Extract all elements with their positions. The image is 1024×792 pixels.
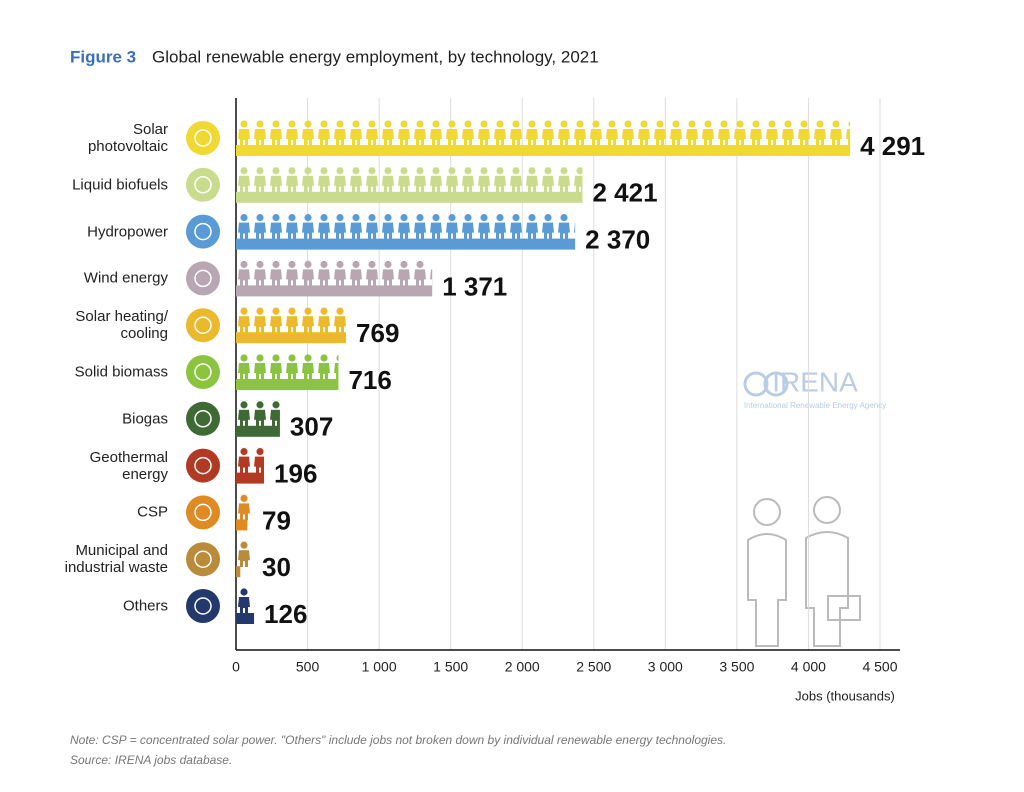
chart-title: Global renewable energy employment, by t… (152, 47, 599, 66)
category-icon (186, 167, 220, 202)
people-icons (236, 354, 339, 380)
category-label: Wind energy (83, 269, 168, 287)
category-label: Solar heating/ cooling (75, 308, 168, 343)
x-tick-label: 0 (232, 659, 240, 675)
category-icon (186, 214, 220, 249)
x-tick-label: 2 000 (505, 659, 540, 675)
value-label: 196 (274, 458, 317, 488)
category-icon-glyph (194, 363, 212, 381)
bar (236, 145, 851, 156)
logo-subtitle: International Renewable Energy Agency (744, 401, 886, 410)
category-icon-glyph (194, 176, 212, 194)
x-tick-label: 4 000 (791, 659, 826, 675)
category-icon-glyph (194, 410, 212, 428)
bar (236, 238, 576, 250)
category-label: Liquid biofuels (72, 176, 168, 194)
category-icon (186, 121, 220, 155)
x-axis-label: Jobs (thousands) (795, 688, 895, 703)
category-icon-glyph (194, 316, 212, 334)
category-icon-glyph (194, 550, 212, 568)
bar (236, 379, 339, 390)
value-label: 2 421 (592, 178, 657, 208)
people-icons (236, 494, 252, 521)
category-label: Biogas (122, 410, 168, 428)
category-icon (186, 448, 220, 483)
x-tick-label: 3 500 (719, 659, 754, 675)
category-icon (186, 308, 220, 343)
x-tick-label: 500 (296, 659, 320, 675)
category-icon (186, 589, 220, 623)
bar (236, 566, 241, 578)
category-label: CSP (137, 503, 168, 521)
category-label: Solar photovoltaic (87, 121, 168, 155)
bar (236, 332, 347, 344)
figure-label: Figure 3 (70, 47, 136, 66)
people-icons (236, 400, 280, 427)
category-icon-glyph (194, 597, 212, 615)
category-label: Geothermal energy (89, 448, 168, 483)
category-icon (186, 401, 220, 436)
value-label: 4 291 (860, 131, 925, 161)
people-icons (236, 307, 347, 334)
category-label: Hydropower (87, 223, 168, 241)
x-tick-label: 1 000 (362, 659, 397, 675)
x-tick-label: 1 500 (433, 659, 468, 675)
category-label: Solid biomass (74, 363, 168, 381)
workers-illustration (747, 496, 861, 647)
bar (236, 425, 280, 437)
bar (236, 285, 433, 297)
x-tick-label: 3 000 (648, 659, 683, 675)
value-label: 769 (356, 318, 399, 348)
source: Source: IRENA jobs database. (70, 753, 232, 767)
people-icons (236, 588, 255, 614)
category-icon-glyph (194, 456, 212, 475)
logo-name: IRENA (772, 366, 858, 397)
people-icons (236, 541, 252, 568)
x-tick-label: 2 500 (576, 659, 611, 675)
category-icon (186, 261, 220, 296)
category-icon-glyph (194, 269, 212, 288)
value-label: 79 (262, 505, 291, 535)
value-label: 307 (290, 412, 333, 442)
bar (236, 472, 265, 484)
bar (236, 191, 583, 203)
people-icons (236, 166, 583, 193)
category-label: Others (122, 597, 168, 615)
value-label: 126 (264, 599, 307, 629)
x-tick-label: 4 500 (862, 659, 897, 675)
logo-icon (743, 371, 769, 397)
category-icon-glyph (194, 222, 212, 241)
logo-icon (763, 371, 789, 397)
category-icon (186, 495, 220, 530)
category-icon (186, 542, 220, 577)
value-label: 30 (262, 552, 291, 582)
value-label: 716 (348, 365, 391, 395)
bar (236, 519, 248, 531)
people-icons (236, 447, 265, 474)
people-icons (236, 260, 433, 287)
value-label: 1 371 (442, 271, 507, 301)
category-icon-glyph (194, 503, 212, 522)
value-label: 2 370 (585, 224, 650, 254)
note: Note: CSP = concentrated solar power. "O… (70, 733, 726, 747)
category-label: Municipal and industrial waste (64, 542, 168, 577)
people-icons (236, 120, 851, 146)
category-icon-glyph (194, 129, 212, 147)
bar (236, 613, 255, 624)
people-icons (236, 213, 576, 240)
category-icon (186, 355, 220, 389)
